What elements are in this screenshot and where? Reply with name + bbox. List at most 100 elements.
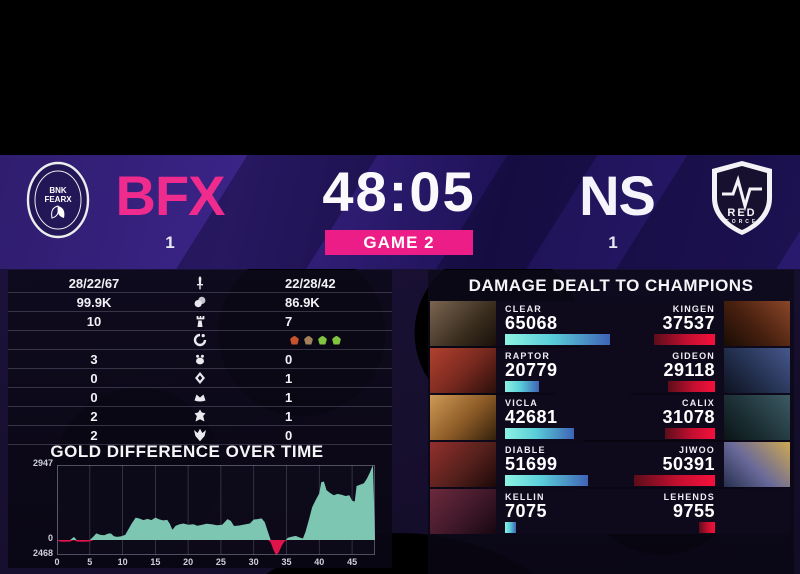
player-name: GIDEON	[672, 351, 715, 361]
stat-left-value: 3	[90, 351, 98, 367]
stat-row: 10 7	[8, 312, 392, 331]
x-tick-label: 35	[281, 557, 292, 567]
damage-row: KELLIN 7075 LEHENDS 9755	[430, 489, 790, 534]
stat-row: 28/22/67 22/28/42	[8, 274, 392, 293]
damage-info-right: KINGEN 37537	[610, 301, 724, 346]
damage-info-left: CLEAR 65068	[496, 301, 610, 346]
bfx-team-logo-icon: BNK FEARX	[26, 161, 90, 239]
damage-value: 9755	[672, 501, 715, 521]
gold-chart-x-axis: 0 5 10 15 20 25 30 35 40 45	[54, 557, 375, 569]
game-number-badge: GAME 2	[325, 230, 473, 255]
x-tick-label: 40	[314, 557, 325, 567]
stat-row	[8, 331, 392, 350]
gold-difference-chart	[57, 465, 375, 555]
stat-right-value: 1	[285, 370, 293, 386]
stat-right-value	[220, 335, 392, 345]
stat-left-value: 0	[90, 389, 98, 405]
champion-portrait-left	[430, 301, 496, 346]
stat-right-value: 22/28/42	[285, 275, 336, 291]
x-tick-label: 15	[150, 557, 161, 567]
svg-text:FEARX: FEARX	[44, 195, 72, 204]
damage-value: 20779	[505, 360, 558, 380]
herald-icon	[180, 371, 220, 385]
damage-row: VICLA 42681 CALIX 31078	[430, 395, 790, 440]
damage-row: DIABLE 51699 JIWOO 50391	[430, 442, 790, 487]
stat-right-value: 7	[285, 313, 293, 329]
damage-bar-right	[634, 475, 715, 486]
gold-chart-title: GOLD DIFFERENCE OVER TIME	[50, 442, 324, 461]
tower-icon	[180, 314, 220, 328]
voidgrubs-icon	[180, 352, 220, 366]
champion-portrait-left	[430, 442, 496, 487]
x-tick-label: 0	[54, 557, 60, 567]
stat-left-value: 2	[90, 408, 98, 424]
damage-value: 65068	[505, 313, 558, 333]
player-name: JIWOO	[678, 445, 715, 455]
stats-table: 28/22/67 22/28/42 99.9K 86.9K 10 7 3 0 0 1 0 1 2 1 2 0	[8, 274, 392, 445]
damage-row: RAPTOR 20779 GIDEON 29118	[430, 348, 790, 393]
stat-right-value: 1	[285, 389, 293, 405]
gold-axis-min-label: 2468	[32, 548, 53, 558]
damage-bar-left	[505, 475, 588, 486]
damage-value: 42681	[505, 407, 558, 427]
champion-portrait-right	[724, 301, 790, 346]
team-right-score: 1	[608, 233, 618, 252]
svg-text:RED: RED	[727, 207, 756, 219]
dragon-icon	[180, 333, 220, 347]
stat-right-value: 0	[285, 427, 293, 443]
svg-text:FORCE: FORCE	[726, 219, 759, 225]
damage-value: 37537	[662, 313, 715, 333]
damage-info-right: LEHENDS 9755	[610, 489, 724, 534]
stat-left-value: 10	[86, 313, 102, 329]
damage-bar-left	[505, 428, 574, 439]
damage-info-right: CALIX 31078	[610, 395, 724, 440]
damage-value: 50391	[662, 454, 715, 474]
ns-team-logo-icon: RED FORCE	[712, 161, 772, 235]
damage-bar-left	[505, 381, 539, 392]
player-name: DIABLE	[505, 445, 546, 455]
stat-right-value: 0	[285, 351, 293, 367]
scoreboard-header: BNK FEARX BFX 1 48:05 GAME 2 NS 1 RED FO…	[0, 155, 800, 269]
x-tick-label: 45	[347, 557, 358, 567]
damage-value: 29118	[663, 360, 715, 380]
elder-dragon-icon	[180, 428, 220, 442]
player-name: KINGEN	[672, 304, 715, 314]
esports-stats-screen: BNK FEARX BFX 1 48:05 GAME 2 NS 1 RED FO…	[0, 155, 800, 574]
player-name: CLEAR	[505, 304, 542, 314]
gold-difference-area	[57, 465, 375, 555]
damage-bar-right	[665, 428, 715, 439]
x-tick-label: 10	[117, 557, 128, 567]
x-tick-label: 20	[183, 557, 194, 567]
kda-icon	[180, 276, 220, 290]
player-name: LEHENDS	[663, 492, 715, 502]
x-tick-label: 5	[87, 557, 93, 567]
chemtech-drake-icon	[318, 335, 327, 345]
stat-left-value: 99.9K	[76, 294, 112, 310]
mountain-drake-icon	[304, 335, 313, 345]
champion-portrait-left	[430, 395, 496, 440]
damage-panel-title: DAMAGE DEALT TO CHAMPIONS	[468, 276, 754, 295]
baron-icon	[180, 409, 220, 423]
gold-axis-zero-label: 0	[47, 533, 53, 543]
damage-bar-right	[699, 522, 715, 533]
player-name: KELLIN	[505, 492, 545, 502]
champion-portrait-right	[724, 395, 790, 440]
damage-value: 31078	[662, 407, 715, 427]
damage-info-left: KELLIN 7075	[496, 489, 610, 534]
damage-value: 51699	[505, 454, 558, 474]
stat-row: 99.9K 86.9K	[8, 293, 392, 312]
stat-left-value: 28/22/67	[68, 275, 120, 291]
damage-bar-left	[505, 522, 516, 533]
damage-info-left: RAPTOR 20779	[496, 348, 610, 393]
team-left-name: BFX	[115, 164, 226, 227]
damage-bar-right	[654, 334, 715, 345]
damage-info-right: JIWOO 50391	[610, 442, 724, 487]
damage-bar-left	[505, 334, 610, 345]
champion-portrait-left	[430, 348, 496, 393]
stat-right-value: 1	[285, 408, 293, 424]
team-right-name: NS	[579, 164, 656, 227]
champion-portrait-right	[724, 442, 790, 487]
